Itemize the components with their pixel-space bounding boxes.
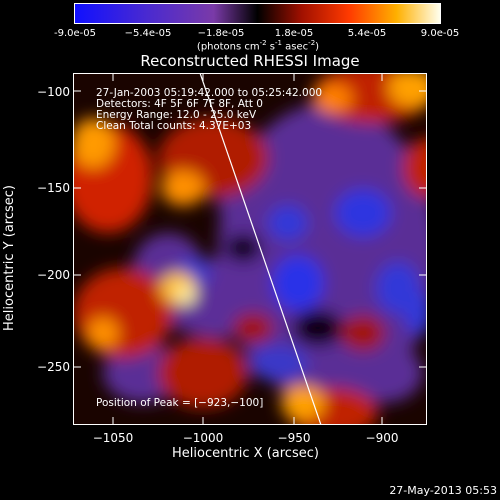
info-energy: Energy Range: 12.0 - 25.0 keV bbox=[96, 109, 257, 121]
colorbar-tick: −5.4e-05 bbox=[124, 28, 172, 39]
y-axis-label: Heliocentric Y (arcsec) bbox=[2, 185, 17, 331]
x-tick-label: −1050 bbox=[92, 431, 134, 445]
y-tick-label: −100 bbox=[37, 85, 70, 99]
colorbar-tick: 1.8e-05 bbox=[274, 28, 314, 39]
rhessi-image bbox=[73, 73, 427, 425]
colorbar-tick: 5.4e-05 bbox=[347, 28, 387, 39]
peak-position: Position of Peak = [−923,−100] bbox=[96, 397, 264, 409]
plot-title: Reconstructed RHESSI Image bbox=[140, 52, 360, 70]
x-axis-label: Heliocentric X (arcsec) bbox=[172, 446, 319, 461]
y-tick-label: −150 bbox=[37, 181, 70, 195]
colorbar-tick: 9.0e-05 bbox=[420, 28, 460, 39]
colorbar-tick: −1.8e-05 bbox=[197, 28, 245, 39]
timestamp: 27-May-2013 05:53 bbox=[389, 484, 497, 497]
info-time: 27-Jan-2003 05:19:42.000 to 05:25:42.000 bbox=[96, 87, 323, 99]
x-tick-label: −900 bbox=[365, 431, 399, 445]
info-detectors: Detectors: 4F 5F 6F 7F 8F, Att 0 bbox=[96, 98, 263, 110]
y-tick-label: −250 bbox=[37, 360, 70, 374]
x-tick-label: −950 bbox=[277, 431, 311, 445]
info-method: Clean Total counts: 4.37E+03 bbox=[96, 120, 252, 132]
x-tick-label: −1000 bbox=[182, 431, 224, 445]
colorbar bbox=[74, 3, 441, 24]
colorbar-units: (photons cm-2 s-1 asec-2) bbox=[196, 39, 320, 53]
colorbar-tick: -9.0e-05 bbox=[54, 28, 96, 39]
y-tick-label: −200 bbox=[37, 268, 70, 282]
